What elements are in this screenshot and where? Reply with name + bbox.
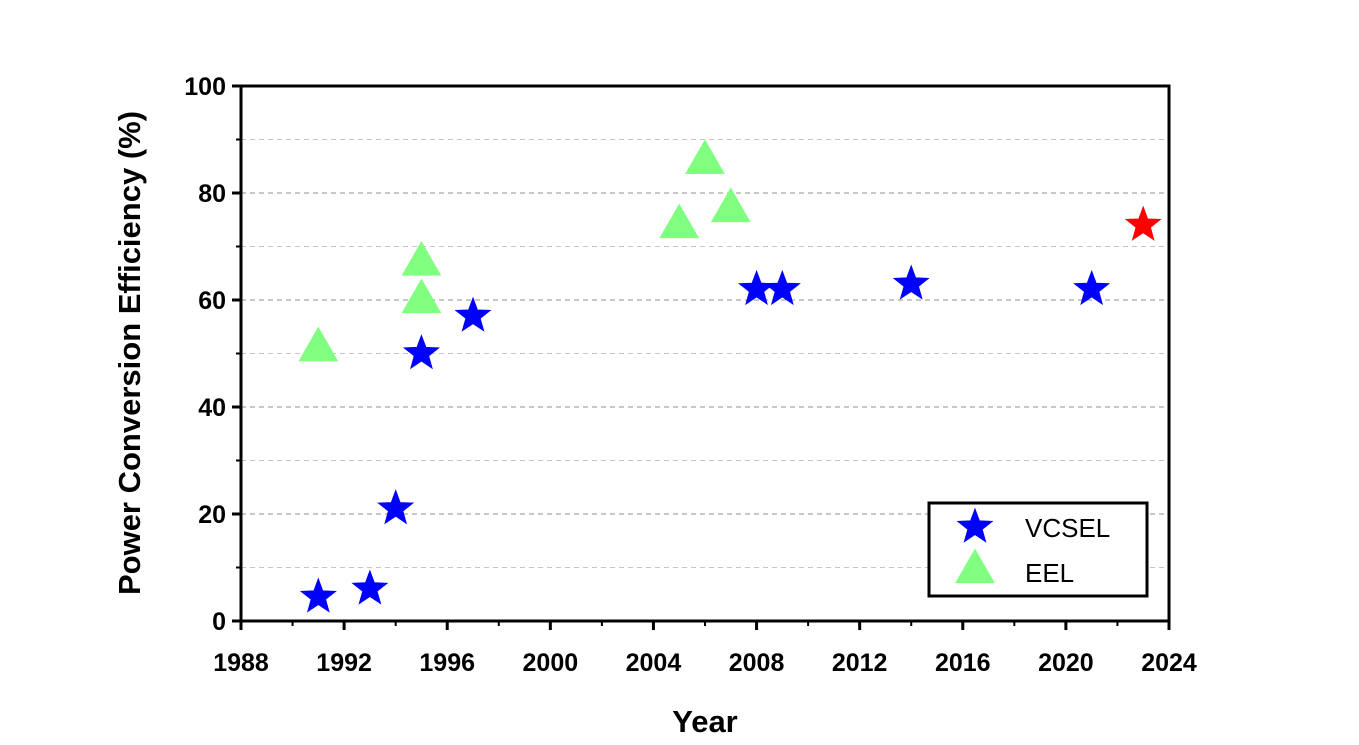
y-tick-label: 100 — [184, 73, 226, 101]
eel-point — [710, 187, 751, 223]
highlight-point — [1124, 205, 1162, 241]
vcsel-point — [377, 489, 415, 525]
legend-label-vcsel: VCSEL — [1025, 513, 1110, 543]
vcsel-point — [1073, 269, 1111, 306]
legend-label-eel: EEL — [1025, 558, 1074, 588]
y-tick-label: 60 — [198, 287, 226, 315]
vcsel-point — [738, 269, 776, 306]
eel-point — [401, 278, 442, 314]
y-tick-label: 0 — [212, 608, 226, 636]
data-markers — [298, 139, 1162, 613]
vcsel-point — [402, 334, 440, 370]
x-tick-label: 2000 — [523, 649, 579, 677]
eel-point — [401, 241, 442, 276]
vcsel-point — [763, 269, 801, 306]
y-tick-label: 20 — [198, 501, 226, 529]
x-tick-label: 1996 — [419, 649, 475, 677]
x-axis-title: Year — [672, 704, 738, 739]
x-tick-label: 2008 — [729, 649, 785, 677]
legend: VCSEL EEL — [927, 501, 1149, 598]
x-tick-label: 2024 — [1141, 649, 1197, 677]
legend-star-icon — [956, 507, 994, 543]
x-tick-label: 1988 — [213, 649, 269, 677]
legend-markers — [955, 507, 995, 584]
x-tick-label: 2012 — [832, 649, 888, 677]
x-tick-label: 1992 — [316, 649, 372, 677]
y-tick-label: 80 — [198, 180, 226, 208]
x-tick-label: 2020 — [1038, 649, 1094, 677]
vcsel-point — [892, 264, 930, 300]
vcsel-point — [299, 577, 337, 613]
legend-triangle-icon — [955, 548, 995, 584]
axis-ticks: 0 20 40 60 80 100 1988 1992 1996 2000 2004 2008 2012… — [184, 73, 1197, 677]
eel-point — [659, 203, 700, 239]
plot-frame — [239, 84, 1171, 623]
eel-point — [298, 326, 339, 362]
y-tick-label: 40 — [198, 394, 226, 422]
y-axis-title: Power Conversion Efficiency (%) — [112, 111, 147, 595]
x-tick-label: 2004 — [626, 649, 682, 677]
vcsel-point — [454, 296, 492, 332]
vcsel-point — [351, 569, 389, 605]
x-tick-label: 2016 — [935, 649, 991, 677]
eel-point — [685, 139, 725, 174]
